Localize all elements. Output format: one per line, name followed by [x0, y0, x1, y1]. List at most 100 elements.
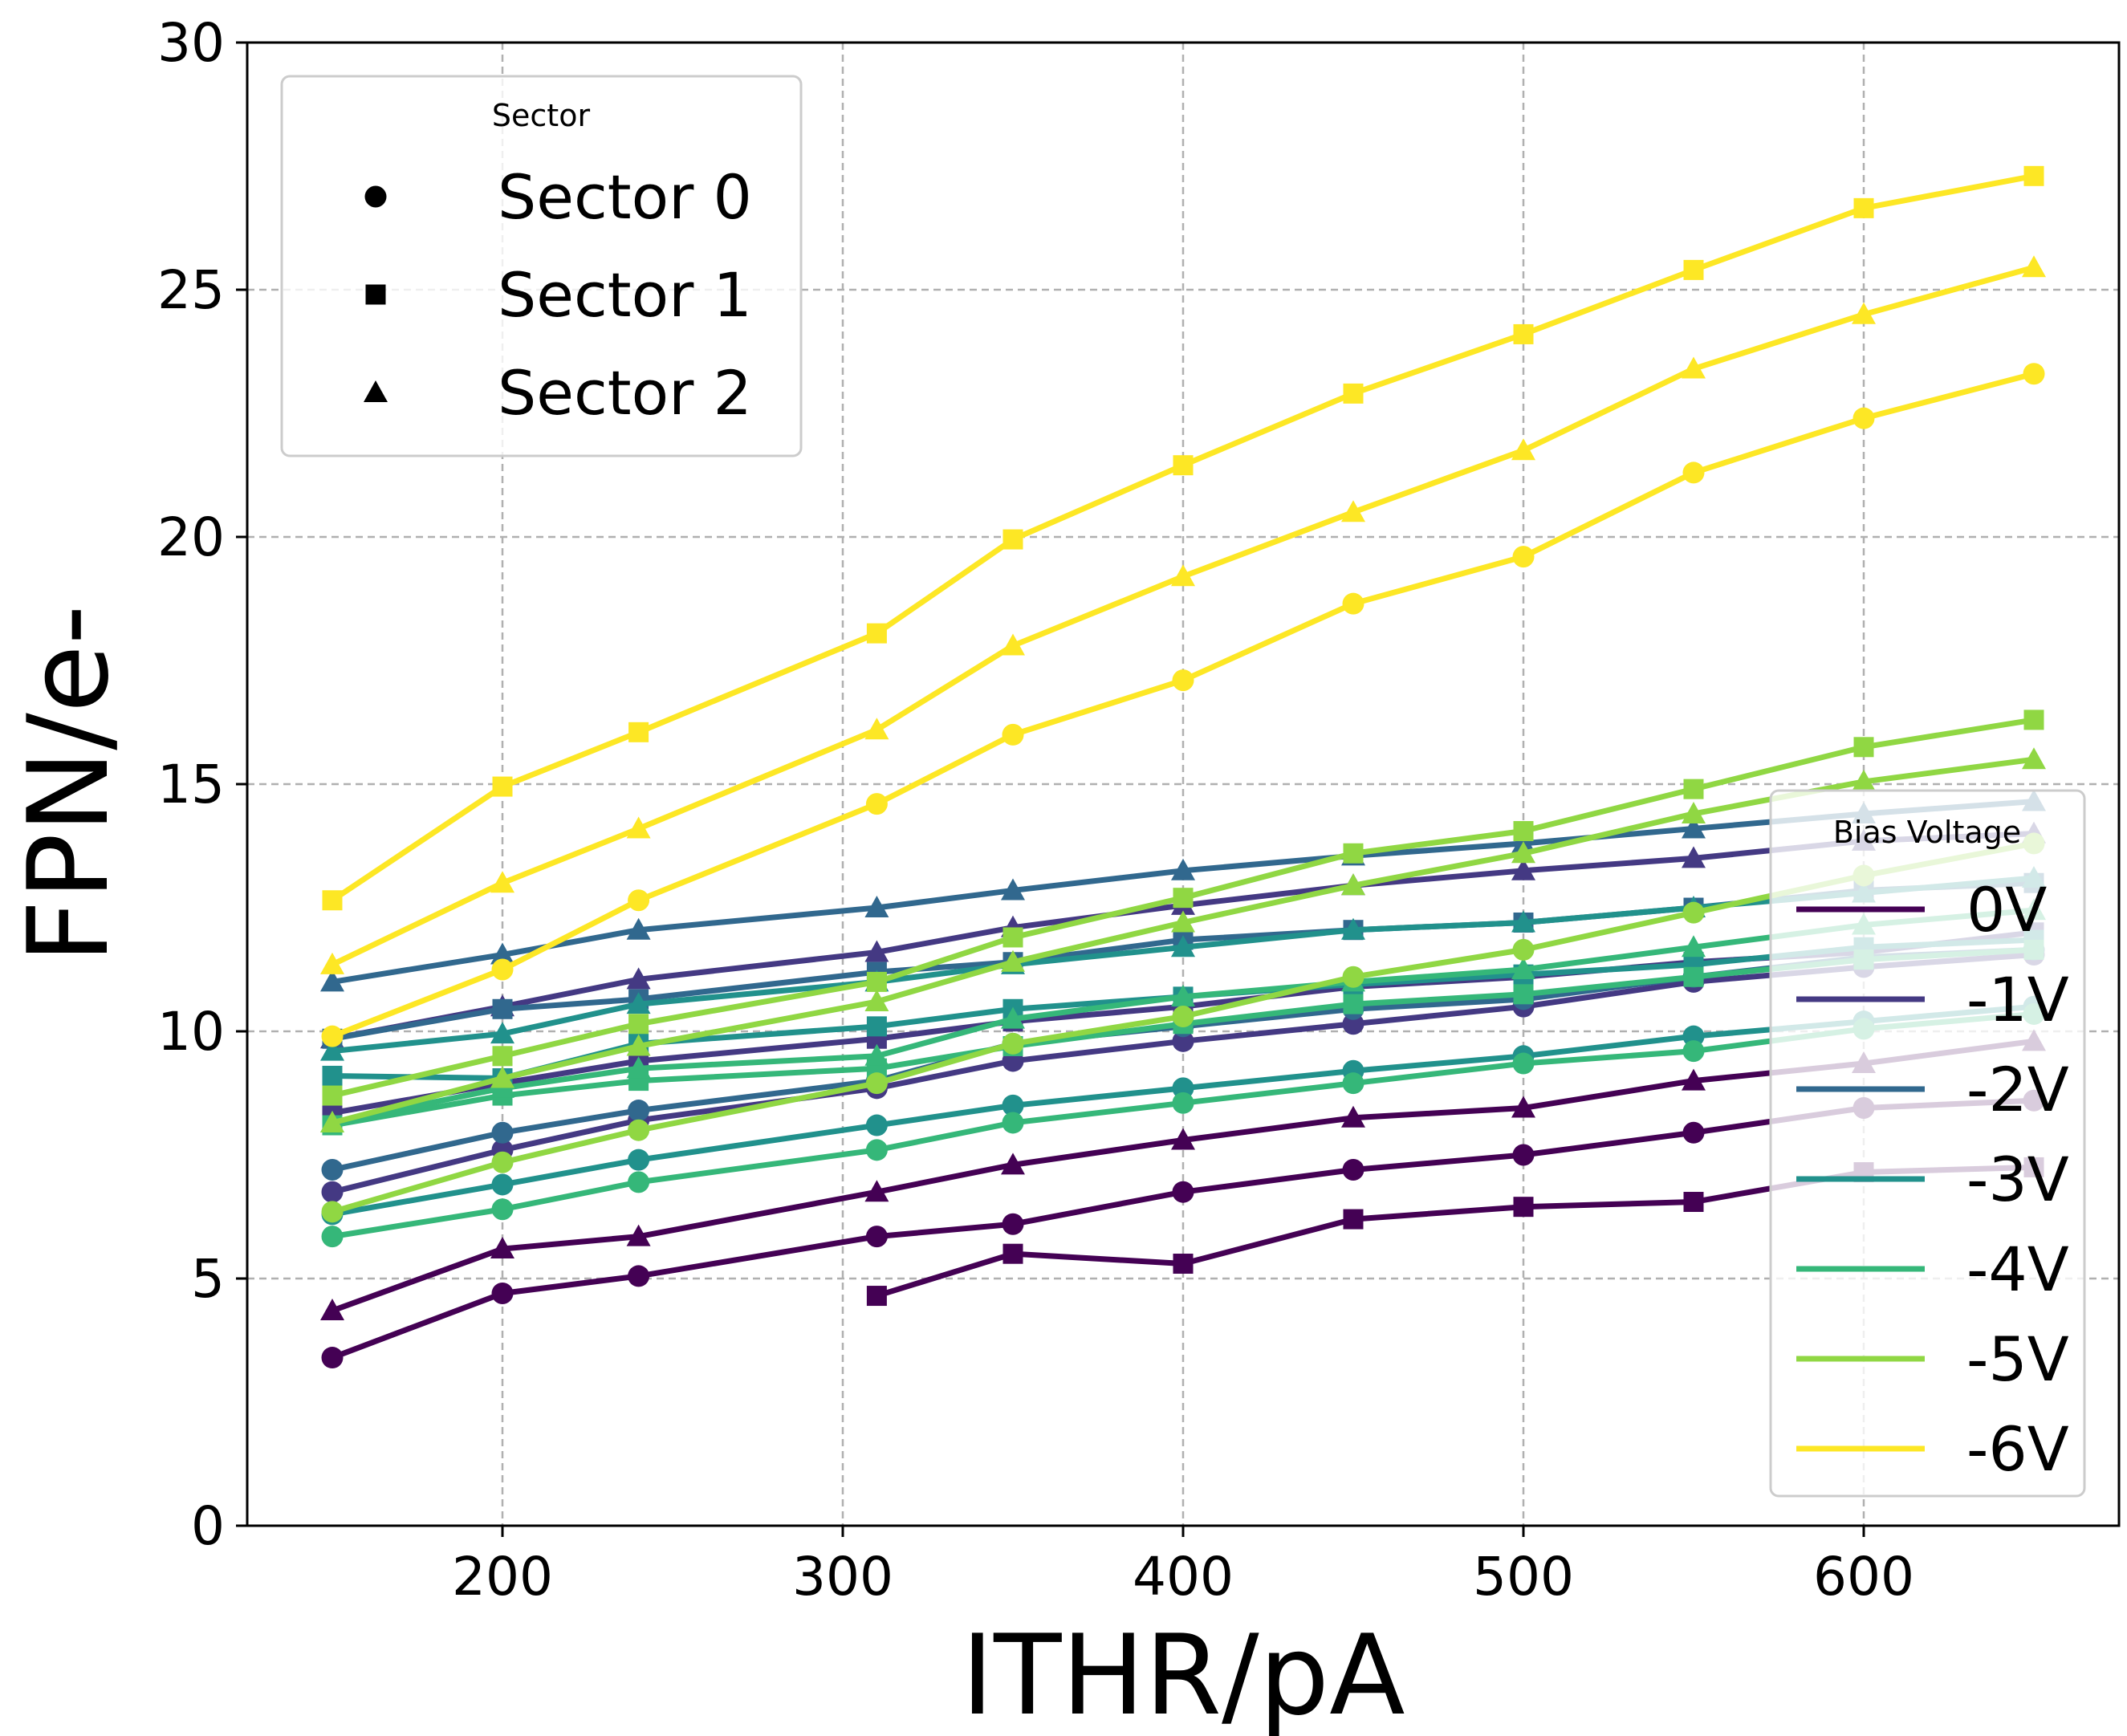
data-point — [626, 1056, 651, 1079]
legend-label-0v: 0V — [1966, 874, 2047, 945]
data-point — [1512, 1052, 1535, 1075]
data-point — [1853, 737, 1874, 758]
data-point — [864, 1180, 889, 1202]
legend-marker-circle — [364, 185, 387, 208]
data-point — [1001, 1153, 1025, 1175]
data-point — [1511, 957, 1535, 979]
legend-marker-square — [365, 284, 386, 305]
data-point — [1342, 1013, 1364, 1035]
y-tick-label: 10 — [157, 1001, 225, 1063]
data-point — [1682, 1025, 1705, 1047]
series-6v-sector-1 — [322, 165, 2044, 911]
legend-label-sector-2: Sector 2 — [498, 357, 752, 429]
data-point — [2023, 165, 2044, 186]
data-point — [1002, 1032, 1024, 1055]
data-point — [322, 1065, 343, 1086]
data-point — [865, 1139, 888, 1161]
series-6v-sector-0 — [321, 363, 2045, 1047]
data-point — [1001, 1006, 1025, 1029]
data-point — [1511, 438, 1535, 461]
data-point — [1171, 935, 1195, 957]
data-point — [1343, 1209, 1364, 1230]
data-point — [1682, 1121, 1705, 1144]
legend-label-sector-1: Sector 1 — [498, 259, 752, 331]
data-point — [322, 890, 343, 911]
y-tick-label: 0 — [191, 1495, 225, 1557]
data-point — [2023, 363, 2045, 385]
data-point — [491, 1151, 514, 1173]
data-point — [1682, 816, 1706, 839]
data-point — [490, 871, 514, 893]
data-point — [322, 1085, 343, 1106]
data-point — [865, 1226, 888, 1248]
data-point — [1172, 1030, 1194, 1052]
data-point — [1511, 841, 1535, 864]
y-tick-label: 15 — [157, 754, 225, 815]
data-point — [1171, 858, 1195, 880]
x-tick-label: 200 — [452, 1546, 553, 1608]
data-point — [864, 990, 889, 1012]
data-point — [628, 1100, 650, 1122]
data-point — [321, 1347, 344, 1369]
data-point — [320, 1299, 344, 1321]
data-point — [490, 1237, 514, 1259]
data-point — [321, 1226, 344, 1248]
data-point — [1001, 878, 1025, 901]
data-point — [1512, 1144, 1535, 1166]
data-point — [1853, 197, 1874, 218]
bias-voltage-legend-title: Bias Voltage — [1833, 815, 2021, 850]
series-5v-sector-2 — [320, 747, 2046, 1132]
data-point — [492, 1046, 513, 1067]
data-point — [321, 1181, 344, 1203]
data-point — [628, 1265, 650, 1287]
data-point — [490, 942, 514, 965]
data-point — [1002, 1112, 1024, 1134]
data-point — [1511, 1096, 1535, 1118]
data-point — [1002, 927, 1023, 948]
data-point — [2022, 747, 2046, 770]
data-point — [1513, 984, 1534, 1005]
x-tick-label: 600 — [1813, 1546, 1914, 1608]
x-axis-title: ITHR/pA — [961, 1611, 1405, 1736]
data-point — [492, 776, 513, 797]
y-tick-label: 30 — [157, 12, 225, 74]
data-point — [864, 1043, 889, 1066]
data-point — [1852, 407, 1875, 429]
data-point — [628, 1119, 650, 1141]
data-point — [1342, 1158, 1364, 1181]
data-point — [866, 1286, 887, 1307]
data-point — [1343, 383, 1364, 404]
data-point — [320, 970, 344, 992]
data-point — [1002, 529, 1023, 550]
data-point — [1682, 1040, 1705, 1063]
data-point — [1341, 1105, 1365, 1128]
data-point — [628, 722, 649, 742]
data-point — [1513, 821, 1534, 842]
series-6v-sector-2 — [320, 255, 2046, 974]
data-point — [1683, 1192, 1704, 1213]
x-tick-label: 500 — [1473, 1546, 1574, 1608]
legend-label-3v: -3V — [1966, 1144, 2069, 1215]
data-point — [1341, 500, 1365, 522]
data-point — [490, 1066, 514, 1088]
data-point — [864, 896, 889, 917]
data-point — [492, 998, 513, 1019]
data-point — [628, 1014, 649, 1035]
data-point — [1683, 966, 1704, 987]
data-point — [1173, 1254, 1194, 1275]
data-point — [1173, 455, 1194, 476]
data-point — [1341, 917, 1365, 940]
data-point — [866, 1016, 887, 1037]
data-point — [1682, 935, 1706, 957]
data-point — [491, 1282, 514, 1304]
data-point — [1173, 888, 1194, 909]
data-point — [865, 793, 888, 815]
data-point — [1852, 302, 1876, 324]
data-point — [1682, 901, 1705, 924]
data-point — [2023, 709, 2044, 730]
data-point — [1511, 910, 1535, 933]
data-point — [1001, 633, 1025, 656]
data-point — [1171, 564, 1195, 587]
data-point — [1342, 966, 1364, 988]
data-point — [491, 958, 514, 981]
